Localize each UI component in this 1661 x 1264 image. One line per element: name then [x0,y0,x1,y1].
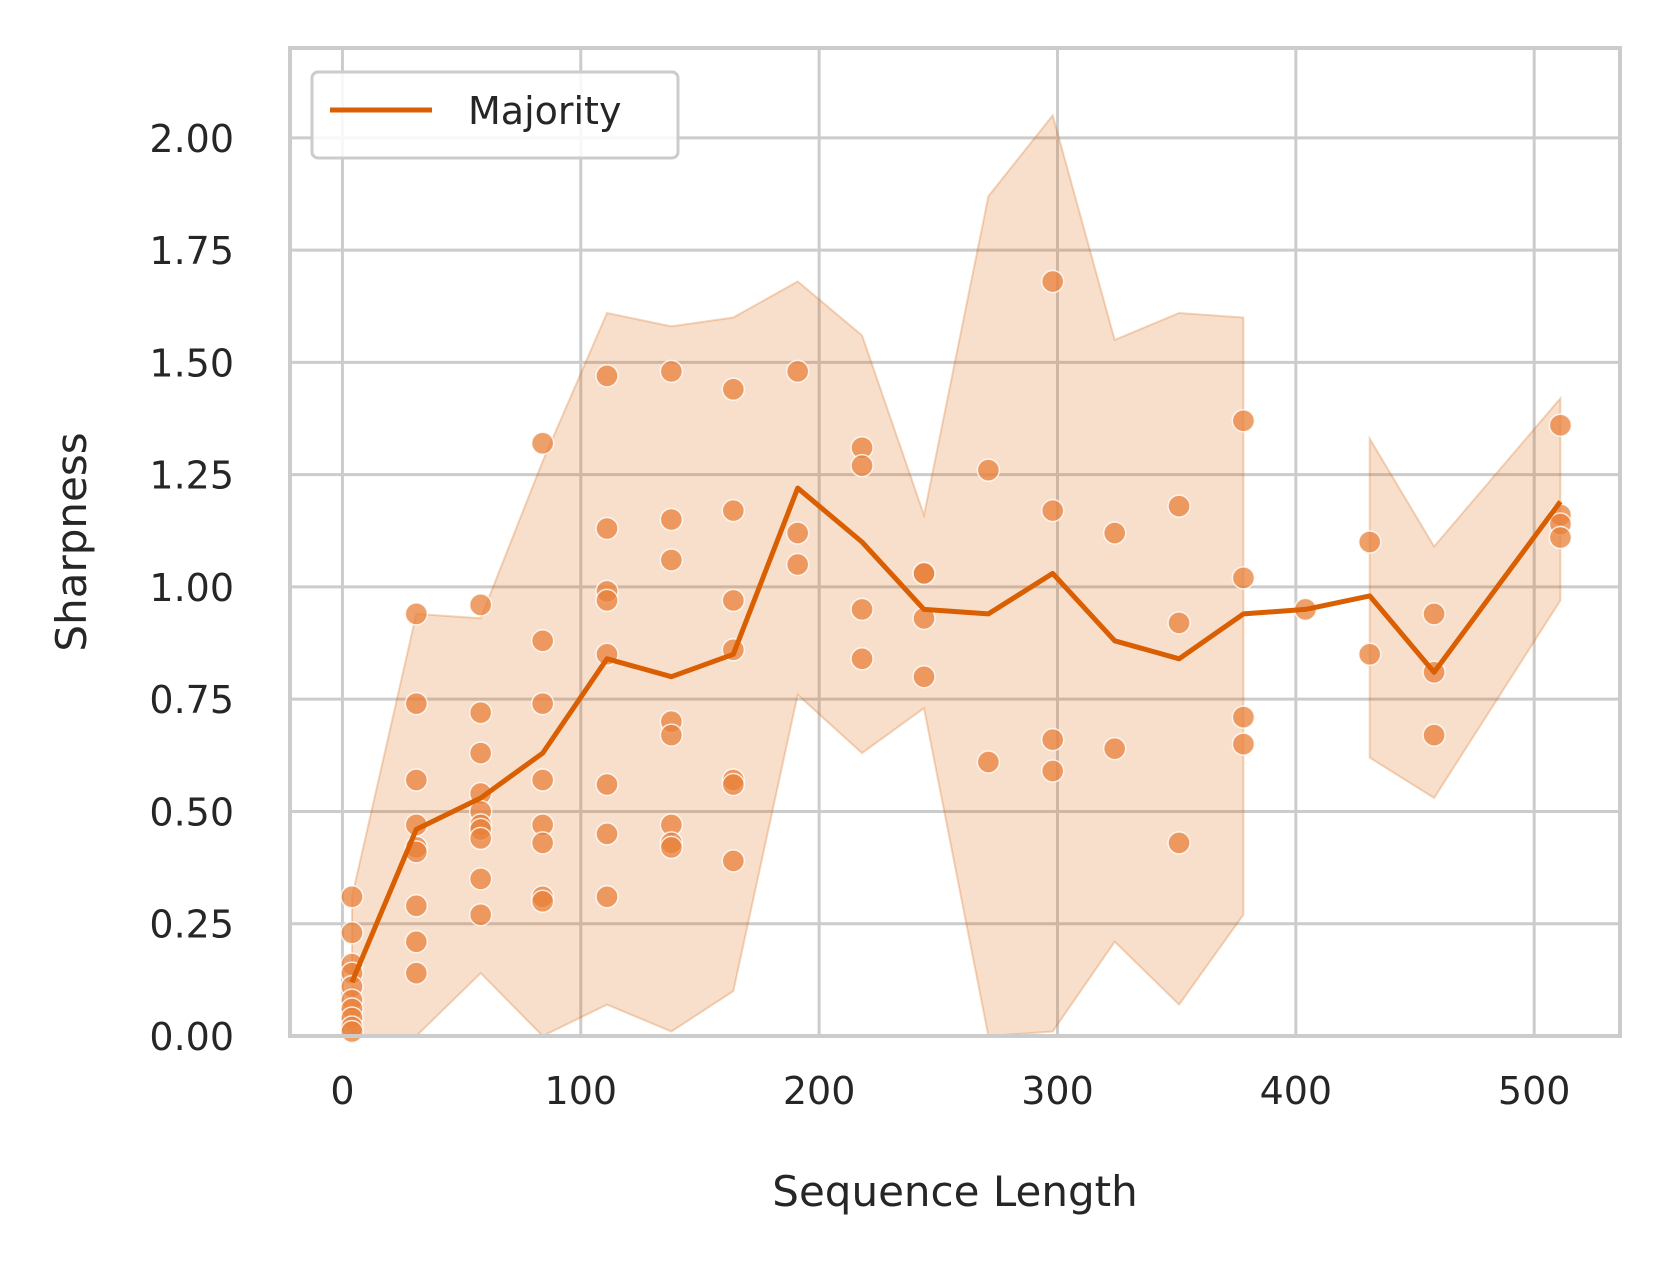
scatter-point-84 [1231,705,1256,729]
y-tick-label-1: 0.25 [149,903,234,947]
scatter-point-64 [850,453,874,478]
scatter-point-55 [721,588,746,613]
x-axis-label: Sequence Length [772,1167,1137,1216]
scatter-point-46 [659,507,684,532]
scatter-point-61 [785,521,810,545]
y-axis-label: Sharpness [47,432,96,651]
scatter-point-38 [595,516,619,541]
grid [290,48,1620,1038]
scatter-point-59 [721,849,746,873]
scatter-point-49 [659,723,684,747]
scatter-point-21 [468,741,493,765]
scatter-point-36 [530,889,555,914]
scatter-point-79 [1167,494,1191,518]
scatter-point-47 [659,548,684,572]
x-tick-labels: 0 100 200 300 400 500 [330,1069,1570,1113]
scatter-point-54 [721,498,746,523]
y-tick-label-5: 1.25 [149,454,234,498]
scatter-point-73 [1040,269,1065,294]
scatter-point-58 [721,772,746,797]
y-tick-label-0: 0.00 [149,1015,234,1059]
scatter-point-88 [1357,642,1382,667]
scatter-point-0 [340,885,364,909]
scatter-point-32 [530,768,555,792]
scatter-point-78 [1102,736,1127,761]
scatter-point-76 [1040,759,1065,783]
scatter-point-80 [1167,611,1191,635]
scatter-point-60 [785,359,810,384]
legend-label-majority: Majority [468,89,621,133]
scatter-point-11 [404,691,429,716]
scatter-point-17 [404,929,429,954]
scatter-point-68 [912,561,936,586]
scatter-point-77 [1102,521,1127,545]
scatter-point-53 [721,377,746,402]
scatter-point-40 [595,588,619,613]
y-tick-label-8: 2.00 [149,117,234,161]
scatter-point-29 [530,431,555,455]
y-tick-label-6: 1.50 [149,341,234,385]
scatter-point-85 [1231,732,1256,756]
scatter-point-28 [468,902,493,927]
series-line-majority [349,485,1563,984]
x-tick-label-1: 100 [545,1069,618,1113]
scatter-point-9 [340,1019,364,1044]
scatter-points [340,269,1573,1044]
scatter-point-45 [659,359,684,384]
x-tick-label-2: 200 [783,1069,856,1113]
scatter-point-62 [785,552,810,577]
scatter-point-92 [1548,413,1573,437]
scatter-point-65 [850,597,874,622]
scatter-point-37 [595,364,619,388]
y-tick-labels: 0.00 0.25 0.50 0.75 1.00 1.25 1.50 1.75 2.00 [149,117,234,1059]
scatter-point-26 [468,826,493,851]
scatter-point-16 [404,894,429,918]
scatter-point-43 [595,822,619,846]
scatter-point-81 [1167,831,1191,855]
y-tick-label-4: 1.00 [149,566,234,610]
scatter-point-71 [976,458,1001,482]
scatter-point-75 [1040,727,1065,752]
x-tick-label-5: 500 [1498,1069,1571,1113]
scatter-point-70 [912,664,936,689]
scatter-point-72 [976,750,1001,774]
scatter-point-10 [404,602,429,626]
y-tick-label-2: 0.50 [149,790,234,834]
series-lines [349,485,1563,984]
scatter-point-52 [659,835,684,860]
scatter-point-19 [468,593,493,617]
scatter-point-31 [530,691,555,716]
scatter-point-74 [1040,498,1065,523]
legend: Majority [310,70,680,160]
scatter-point-27 [468,867,493,891]
scatter-point-66 [850,647,874,671]
scatter-point-18 [404,961,429,985]
x-tick-label-0: 0 [330,1069,354,1113]
plot-frame [288,46,1622,1038]
scatter-point-83 [1231,566,1256,590]
scatter-point-30 [530,629,555,653]
scatter-point-42 [595,772,619,797]
confidence-band-segment-1 [1368,395,1562,800]
scatter-point-20 [468,700,493,725]
scatter-point-91 [1422,723,1446,747]
scatter-point-89 [1422,602,1446,626]
scatter-point-44 [595,885,619,909]
x-tick-label-4: 400 [1260,1069,1333,1113]
scatter-point-87 [1357,530,1382,554]
legend-box [310,70,680,160]
x-tick-label-3: 300 [1021,1069,1094,1113]
scatter-point-82 [1231,408,1256,433]
scatter-point-12 [404,768,429,792]
scatter-point-95 [1548,525,1573,550]
scatter-point-1 [340,920,364,945]
y-tick-label-3: 0.75 [149,678,234,722]
y-tick-label-7: 1.75 [149,229,234,273]
scatter-point-34 [530,831,555,855]
